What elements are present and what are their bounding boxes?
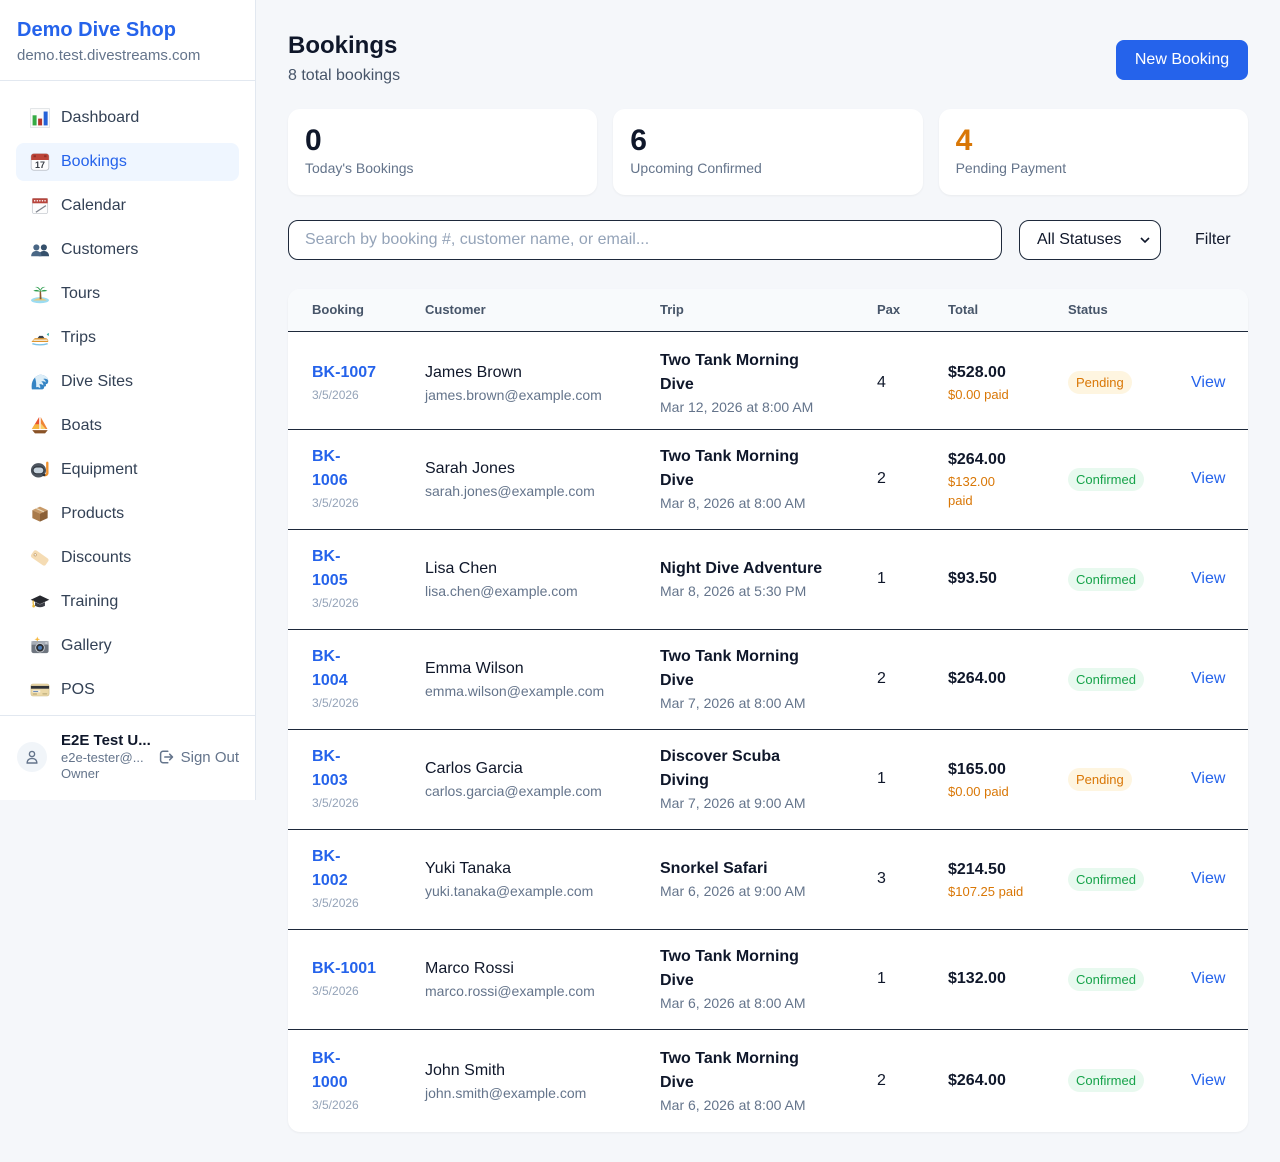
- svg-text:17: 17: [35, 160, 45, 170]
